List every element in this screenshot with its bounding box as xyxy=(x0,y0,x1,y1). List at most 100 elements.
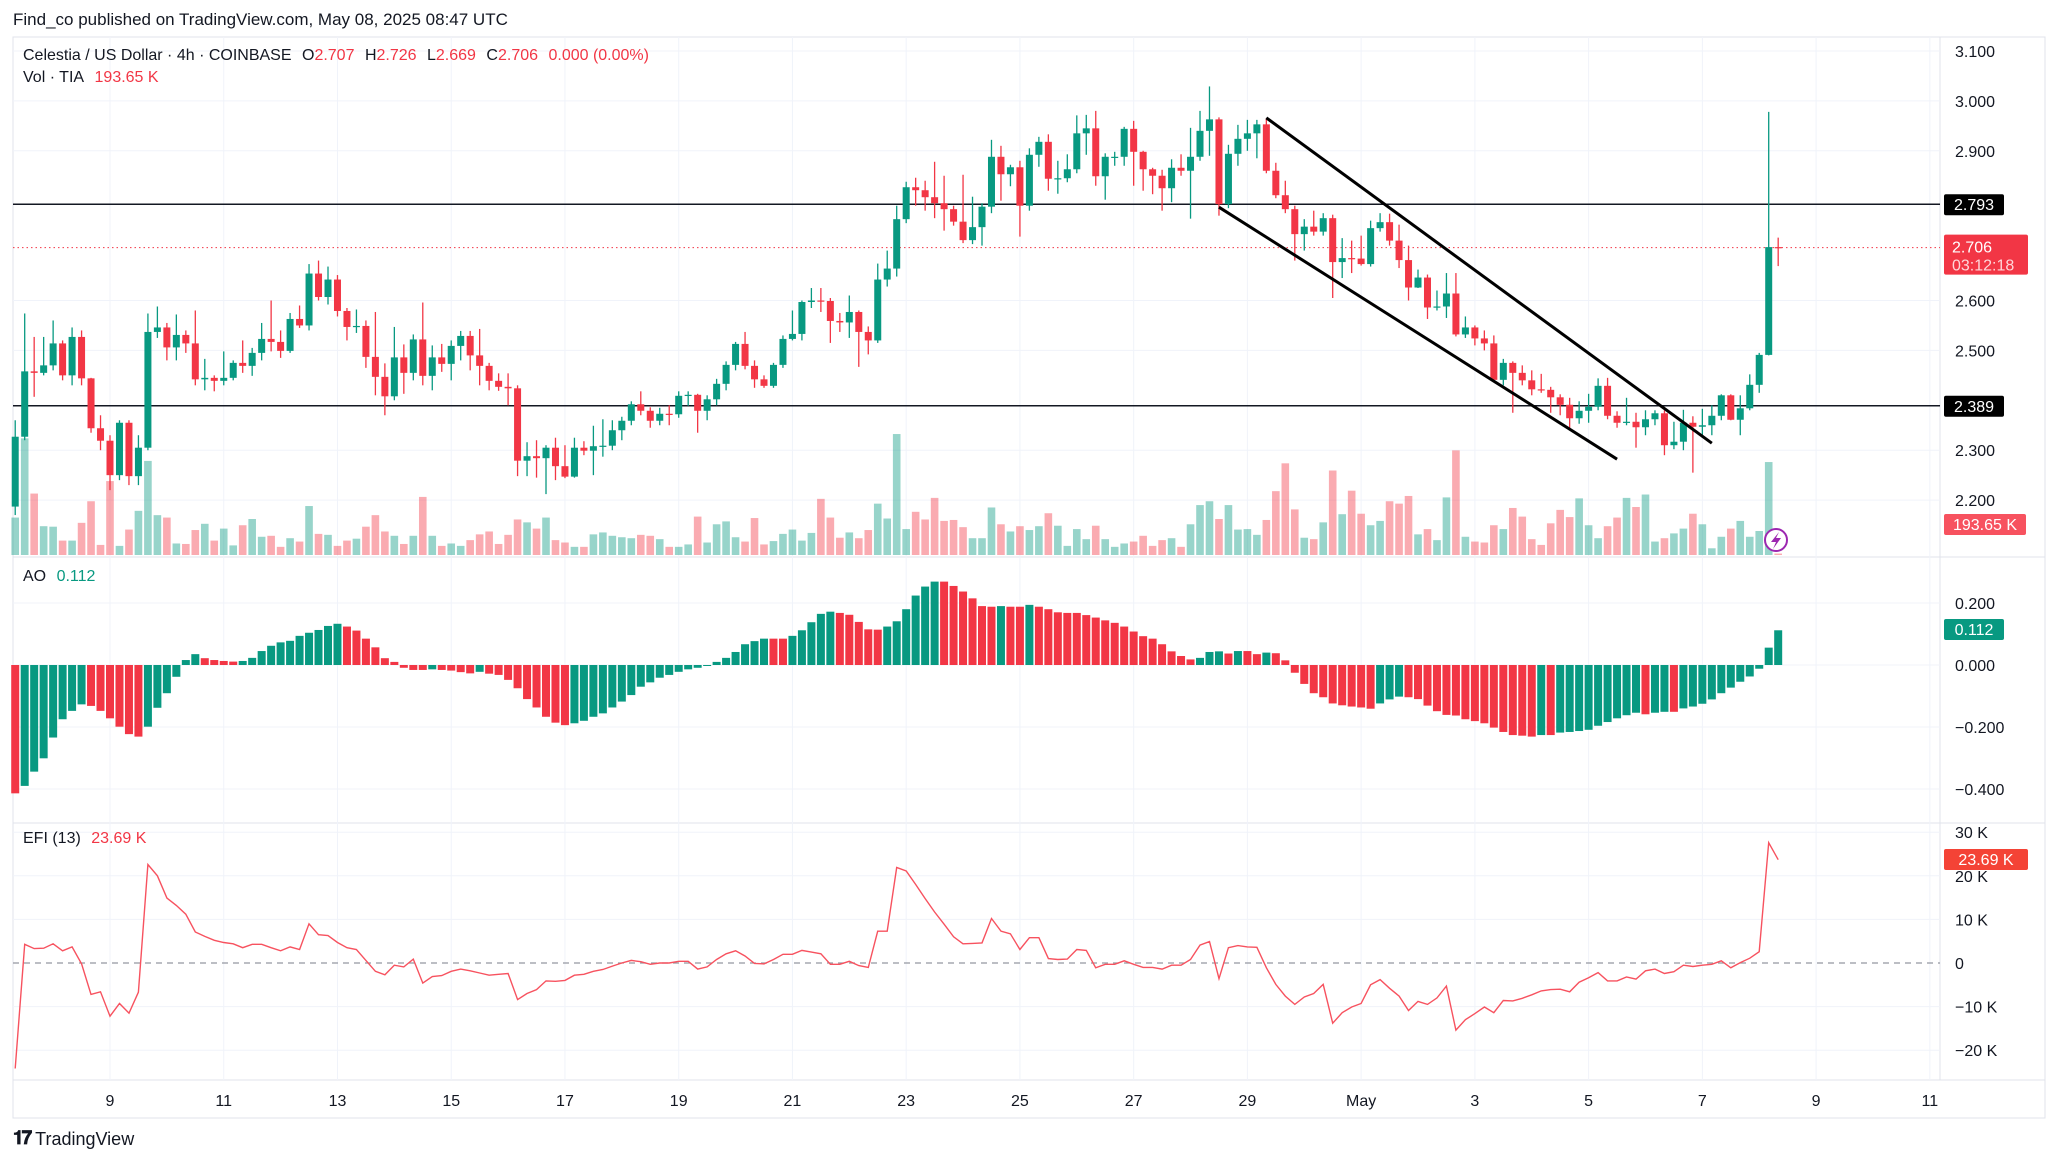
candle[interactable] xyxy=(1679,409,1687,451)
candle[interactable] xyxy=(751,360,759,388)
candle[interactable] xyxy=(1585,393,1593,423)
candle[interactable] xyxy=(182,330,190,353)
candle[interactable] xyxy=(826,298,834,343)
candle[interactable] xyxy=(1035,136,1043,167)
candle[interactable] xyxy=(722,361,730,391)
candle[interactable] xyxy=(286,312,294,353)
candle[interactable] xyxy=(1386,213,1394,246)
candle[interactable] xyxy=(637,391,645,416)
candle[interactable] xyxy=(1319,213,1327,236)
candle[interactable] xyxy=(1243,119,1251,151)
candle[interactable] xyxy=(333,275,341,317)
candle[interactable] xyxy=(78,330,86,386)
candle[interactable] xyxy=(950,205,958,226)
candle[interactable] xyxy=(1262,118,1270,174)
candle[interactable] xyxy=(893,205,901,277)
candle[interactable] xyxy=(1537,373,1545,393)
candle[interactable] xyxy=(419,302,427,386)
candle[interactable] xyxy=(627,401,635,426)
candle[interactable] xyxy=(1547,386,1555,413)
candle[interactable] xyxy=(1471,325,1479,346)
candle[interactable] xyxy=(1082,114,1090,155)
candle[interactable] xyxy=(551,437,559,481)
candle[interactable] xyxy=(665,405,673,426)
candle[interactable] xyxy=(618,416,626,441)
candle[interactable] xyxy=(1101,153,1109,200)
candle[interactable] xyxy=(1736,395,1744,436)
candle[interactable] xyxy=(248,347,256,376)
candle[interactable] xyxy=(969,196,977,245)
candle[interactable] xyxy=(1480,330,1488,351)
candle[interactable] xyxy=(447,340,455,381)
candle[interactable] xyxy=(1234,124,1242,166)
candle[interactable] xyxy=(239,340,247,373)
candle[interactable] xyxy=(1025,148,1033,211)
candle[interactable] xyxy=(561,445,569,479)
candle[interactable] xyxy=(1613,411,1621,428)
candle[interactable] xyxy=(1044,134,1052,191)
candle[interactable] xyxy=(1253,119,1261,159)
candle[interactable] xyxy=(589,425,597,476)
candle[interactable] xyxy=(277,330,285,358)
candle[interactable] xyxy=(381,363,389,416)
candle[interactable] xyxy=(229,360,237,381)
candle[interactable] xyxy=(457,330,465,361)
candle[interactable] xyxy=(608,420,616,451)
candle[interactable] xyxy=(769,362,777,388)
candle[interactable] xyxy=(1604,377,1612,420)
candle[interactable] xyxy=(1177,154,1185,176)
candle[interactable] xyxy=(125,420,133,486)
candle[interactable] xyxy=(201,358,209,391)
candle[interactable] xyxy=(940,175,948,231)
candle[interactable] xyxy=(1367,220,1375,267)
candle[interactable] xyxy=(1698,408,1706,438)
candle[interactable] xyxy=(1092,110,1100,186)
candle[interactable] xyxy=(371,311,379,396)
candle[interactable] xyxy=(1490,335,1498,381)
candle[interactable] xyxy=(1310,210,1318,236)
candle[interactable] xyxy=(675,391,683,418)
candle[interactable] xyxy=(1433,290,1441,311)
candle[interactable] xyxy=(40,336,48,376)
candle[interactable] xyxy=(428,345,436,391)
candle[interactable] xyxy=(495,373,503,391)
candle[interactable] xyxy=(1632,412,1640,448)
candle[interactable] xyxy=(1073,115,1081,174)
candle[interactable] xyxy=(533,440,541,478)
candle[interactable] xyxy=(87,377,95,433)
candle[interactable] xyxy=(1528,370,1536,396)
candle[interactable] xyxy=(362,320,370,368)
candle[interactable] xyxy=(817,288,825,312)
candle[interactable] xyxy=(874,263,882,343)
efi-label[interactable]: EFI (13) xyxy=(23,830,81,847)
candle[interactable] xyxy=(21,313,29,441)
candle[interactable] xyxy=(163,322,171,361)
candle[interactable] xyxy=(646,407,654,428)
candle[interactable] xyxy=(144,313,152,451)
candle[interactable] xyxy=(59,340,67,381)
candle[interactable] xyxy=(1272,162,1280,199)
candle[interactable] xyxy=(656,407,664,426)
candle[interactable] xyxy=(400,344,408,394)
candle[interactable] xyxy=(836,312,844,332)
candle[interactable] xyxy=(1187,127,1195,219)
candle[interactable] xyxy=(97,415,105,451)
candle[interactable] xyxy=(438,343,446,372)
candle[interactable] xyxy=(1130,120,1138,186)
candle[interactable] xyxy=(258,322,266,361)
tradingview-logo[interactable]: 𝟏𝟕 TradingView xyxy=(13,1128,134,1150)
candle[interactable] xyxy=(1461,316,1469,338)
candle[interactable] xyxy=(921,180,929,211)
candle[interactable] xyxy=(798,300,806,341)
candle[interactable] xyxy=(1149,167,1157,195)
candle[interactable] xyxy=(599,419,607,457)
candle[interactable] xyxy=(343,307,351,341)
candle[interactable] xyxy=(1205,86,1213,156)
candle[interactable] xyxy=(779,335,787,368)
candle[interactable] xyxy=(1594,378,1602,411)
symbol-title[interactable]: Celestia / US Dollar · 4h · COINBASE xyxy=(23,47,292,64)
candle[interactable] xyxy=(845,295,853,338)
volume-label[interactable]: Vol · TIA xyxy=(23,69,85,86)
candle[interactable] xyxy=(220,351,228,386)
